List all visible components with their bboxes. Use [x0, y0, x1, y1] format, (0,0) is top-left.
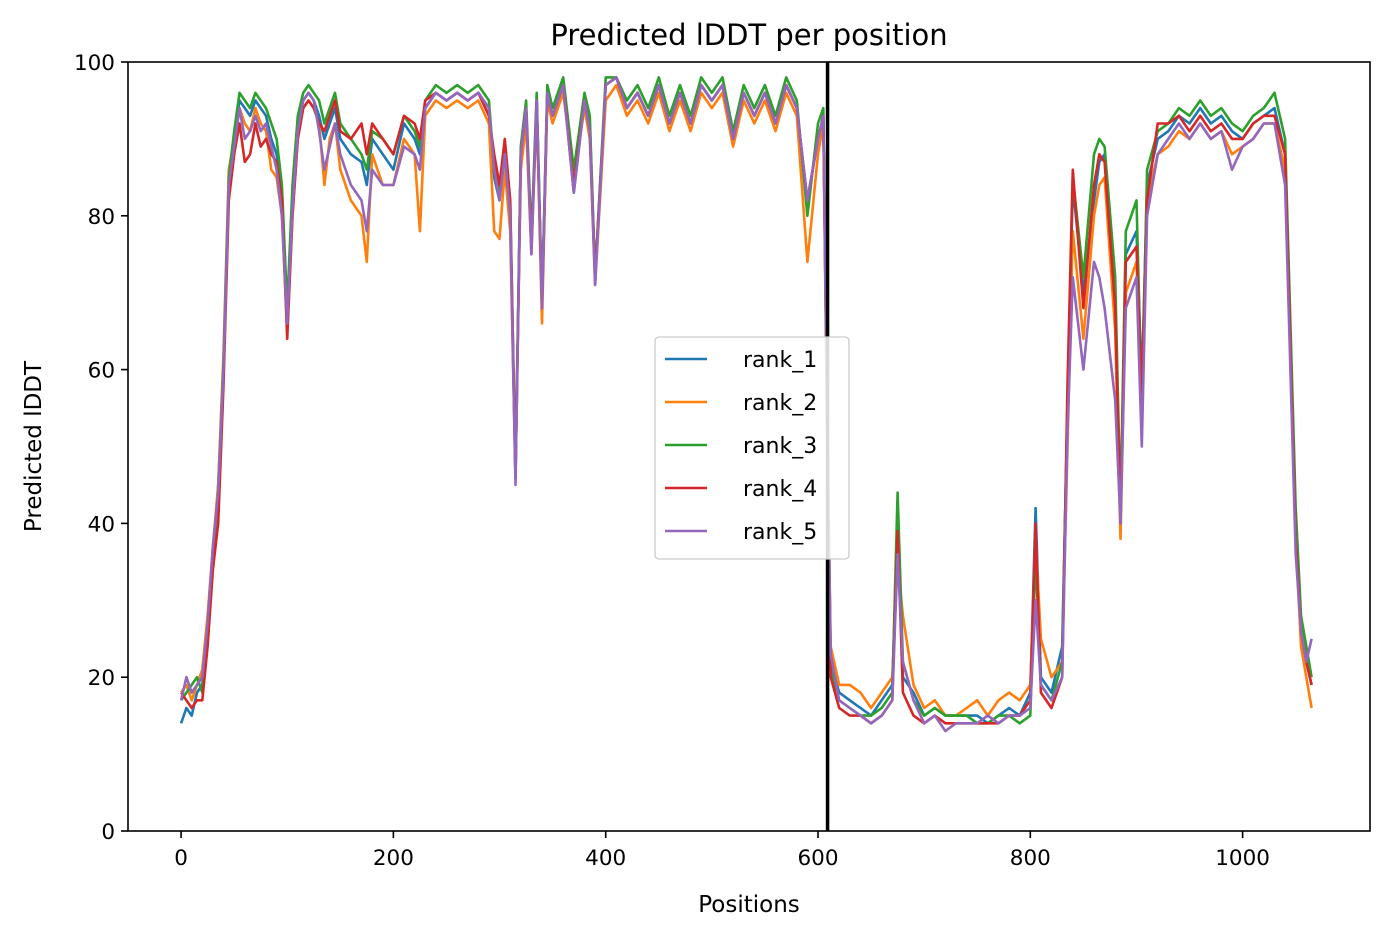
x-tick-label: 200: [373, 846, 414, 871]
legend: rank_1 rank_2 rank_3 rank_4 rank_5: [654, 336, 850, 560]
x-tick-label: 1000: [1215, 846, 1270, 871]
y-tick-label: 0: [101, 820, 115, 845]
y-tick-label: 80: [88, 205, 115, 230]
y-axis-label: Predicted lDDT: [21, 360, 47, 532]
series-line-rank-5: [179, 76, 1313, 733]
axes-frame: [127, 61, 1371, 832]
y-tick-label: 20: [88, 666, 115, 691]
legend-label-rank-5: rank_5: [743, 520, 817, 545]
y-tick-label: 60: [88, 359, 115, 384]
x-axis-label: Positions: [698, 892, 800, 918]
x-axis-ticks: 0 200 400 600 800 1000: [174, 831, 1270, 871]
series-line-rank-3: [180, 76, 1313, 725]
legend-label-rank-1: rank_1: [743, 348, 817, 373]
y-axis-ticks: 0 20 40 60 80 100: [74, 51, 128, 845]
y-tick-label: 40: [88, 512, 115, 537]
y-tick-label: 100: [74, 51, 115, 76]
x-tick-label: 800: [1010, 846, 1051, 871]
legend-label-rank-4: rank_4: [743, 477, 817, 502]
series-layer: [179, 76, 1313, 733]
x-tick-label: 600: [797, 846, 838, 871]
x-tick-label: 400: [585, 846, 626, 871]
legend-label-rank-3: rank_3: [743, 434, 817, 459]
chart-title: Predicted lDDT per position: [550, 18, 947, 52]
x-tick-label: 0: [174, 846, 188, 871]
legend-box: [654, 336, 850, 560]
legend-label-rank-2: rank_2: [743, 391, 817, 416]
